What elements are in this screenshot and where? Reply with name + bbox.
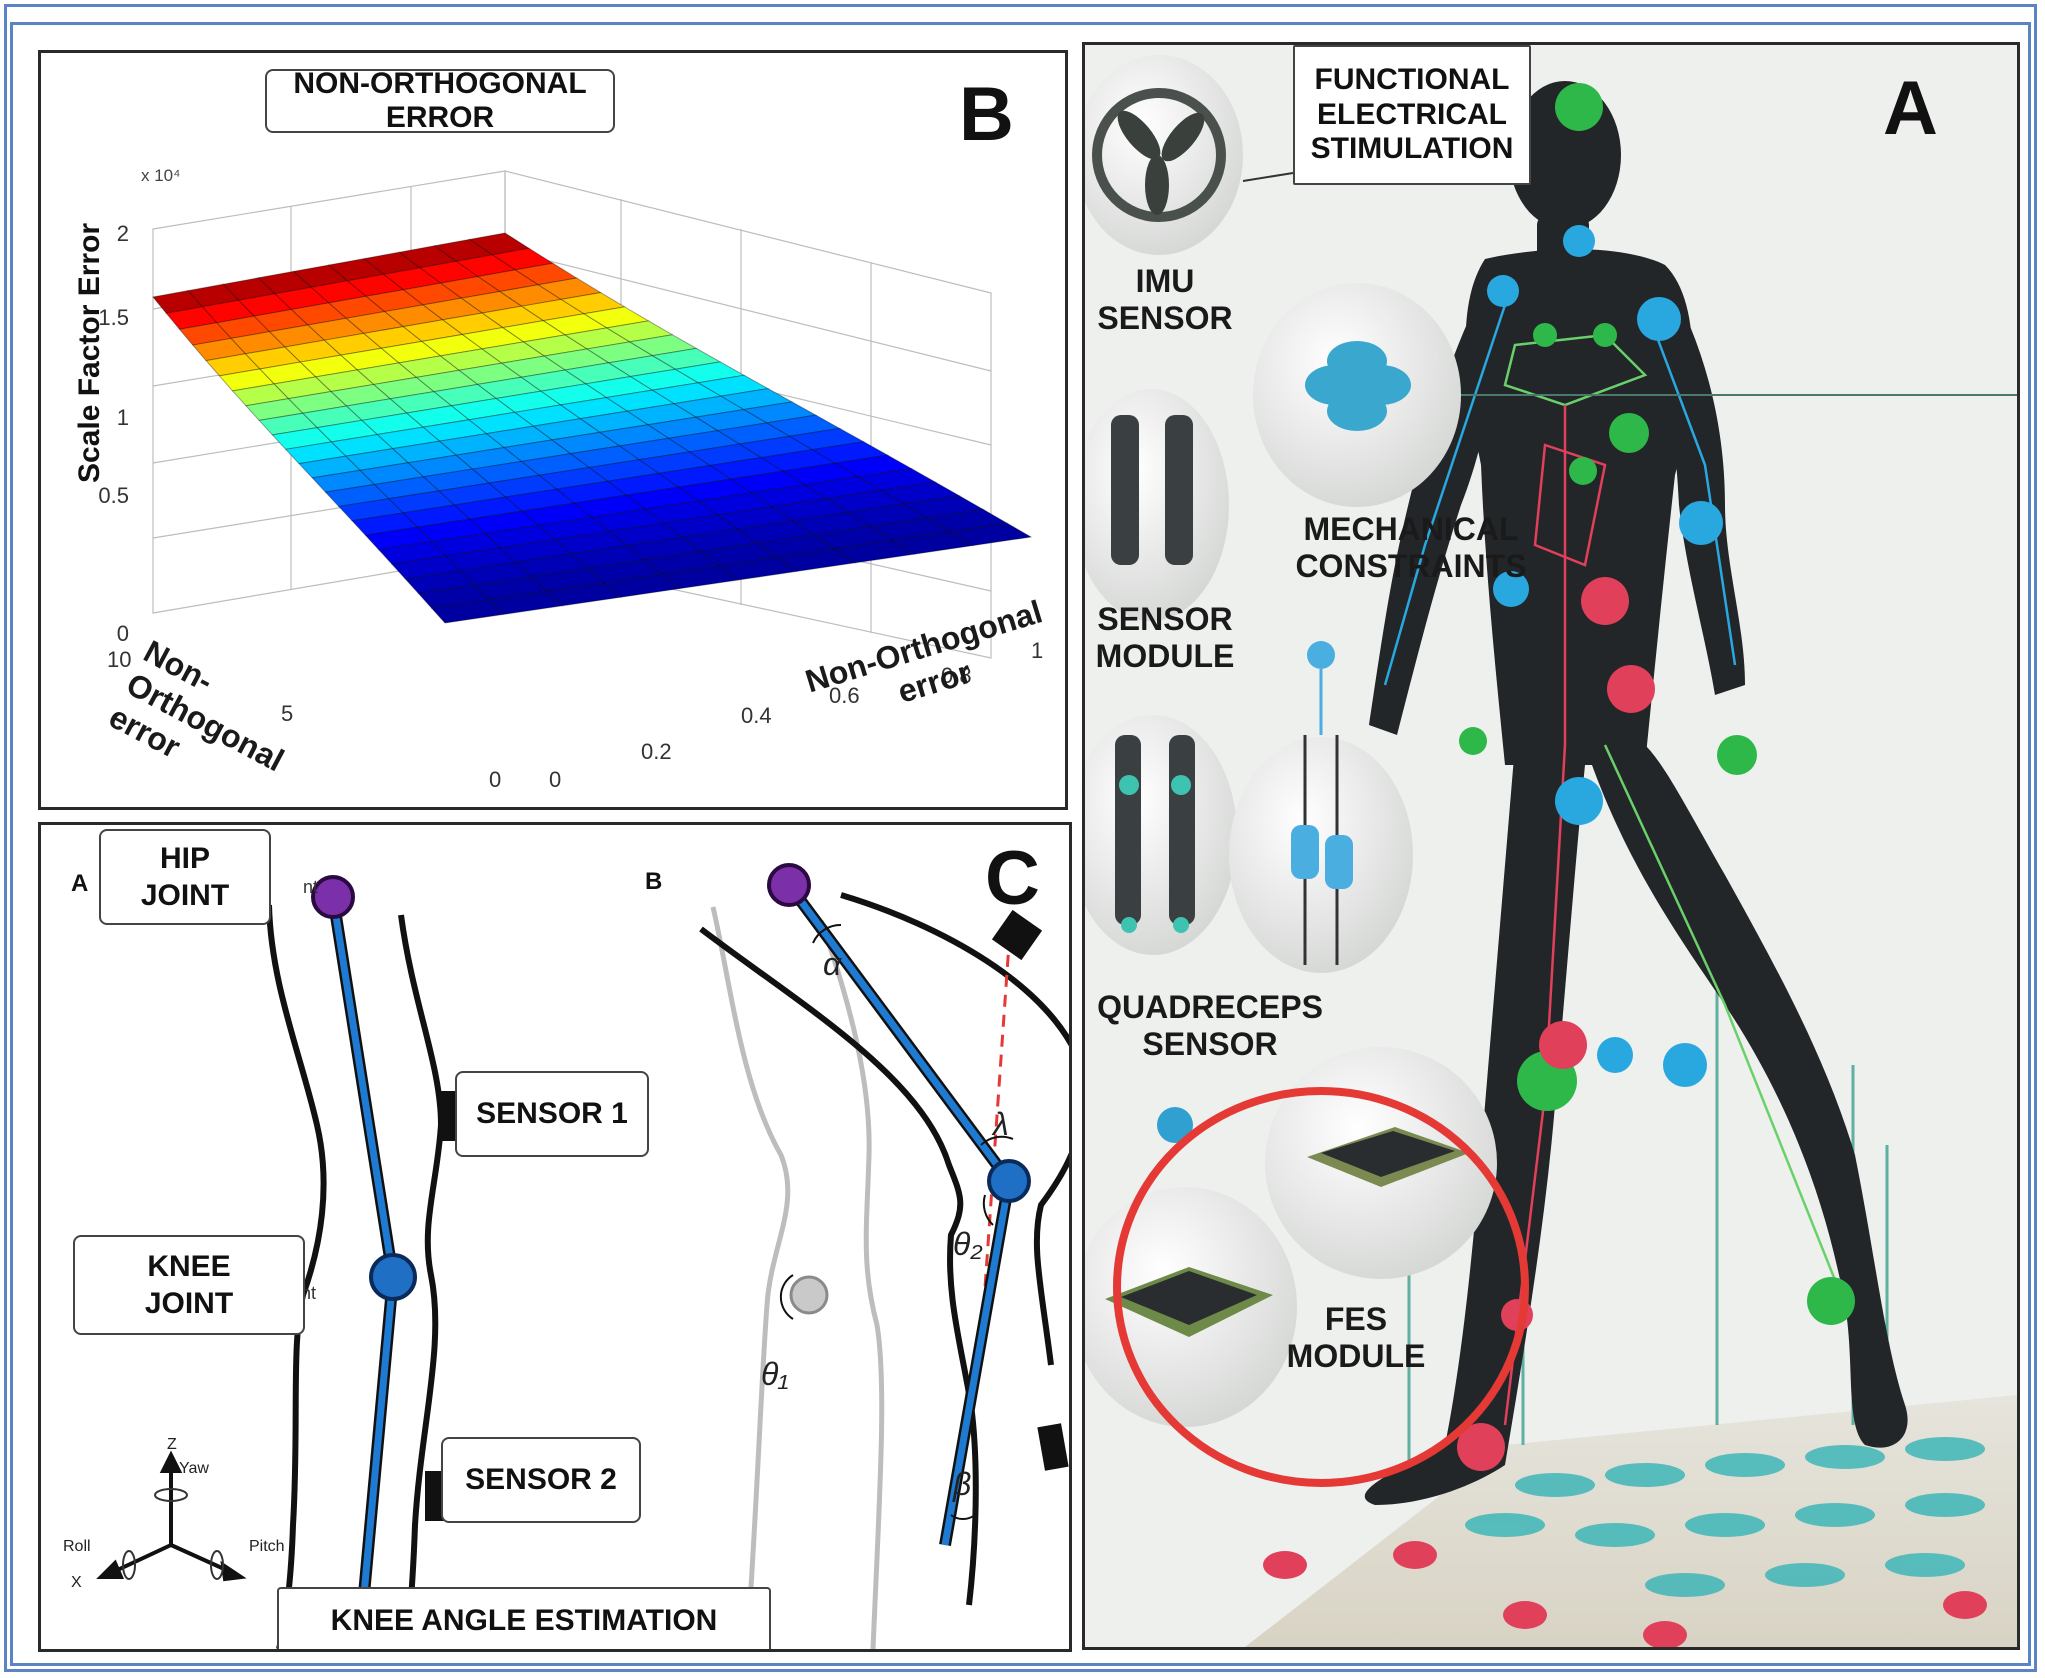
imu-sensor-label: IMU SENSOR <box>1097 263 1233 336</box>
hip-joint-label: HIP JOINT <box>99 829 271 925</box>
panel-letter-a: A <box>1883 66 1938 151</box>
lambda-symbol: λ <box>991 1106 1009 1142</box>
z-tick-2: 2 <box>117 221 129 246</box>
fes-chip-upper <box>1307 1127 1469 1187</box>
z-tick-1.5: 1.5 <box>98 305 129 330</box>
knee-angle-title: KNEE ANGLE ESTIMATION <box>277 1587 771 1649</box>
bent-thigh-segment <box>786 882 1012 1184</box>
left-tick-10: 10 <box>107 647 131 672</box>
hip-joint-marker <box>311 875 355 919</box>
angle-arcs <box>779 923 1014 1520</box>
z-axis-label: Scale Factor Error <box>73 223 106 483</box>
floor-sensor-pads <box>1465 1437 1985 1597</box>
surface-patch <box>948 522 1033 547</box>
panel-letter-b: B <box>959 72 1014 157</box>
fes-title-box: FUNCTIONAL ELECTRICAL STIMULATION <box>1293 45 1531 185</box>
quadriceps-sensor-label: QUADRECEPS SENSOR <box>1097 989 1323 1062</box>
axes-rotation-arcs <box>122 1488 224 1580</box>
bent-hip-marker <box>767 863 811 907</box>
bent-sensor-upper <box>991 909 1043 961</box>
axis-pitch: Pitch <box>249 1538 285 1555</box>
fes-module-label: FES MODULE <box>1286 1301 1426 1374</box>
thigh-segment <box>329 896 397 1278</box>
right-tick-0.6: 0.6 <box>829 683 860 708</box>
sensor1-label: SENSOR 1 <box>455 1071 649 1157</box>
fes-box-connector <box>1242 172 1294 182</box>
axis-x: X <box>71 1574 82 1591</box>
inner-frame <box>10 22 2031 1666</box>
panel-letter-c: C <box>985 836 1040 921</box>
right-tick-0: 0 <box>549 767 561 792</box>
bent-sensor-lower <box>1037 1423 1069 1471</box>
fes-chip-lower <box>1105 1267 1273 1337</box>
panel-b-surface-plot: x 10⁴ 0 0.5 1 1.5 2 10 5 0 0 0.2 0.4 0.6… <box>38 50 1068 810</box>
surface-plot-svg: x 10⁴ 0 0.5 1 1.5 2 10 5 0 0 0.2 0.4 0.6… <box>73 166 1043 792</box>
z-multiplier: x 10⁴ <box>141 166 180 185</box>
theta1-symbol: θ₁ <box>761 1356 788 1392</box>
beta-symbol: β <box>952 1466 971 1502</box>
sensor2-block <box>425 1471 445 1521</box>
figure-nodes <box>1361 83 1855 1471</box>
axis-z: Z <box>167 1436 177 1453</box>
alpha-symbol: α <box>823 946 842 982</box>
left-tick-0: 0 <box>489 767 501 792</box>
z-tick-0: 0 <box>117 621 129 646</box>
reference-leg-outline <box>710 906 885 1649</box>
axes-glyph <box>96 1450 247 1582</box>
sub-label-a: A <box>71 870 88 897</box>
outer-frame <box>4 4 2037 1672</box>
bent-leg-outline <box>699 892 1069 1606</box>
bent-shank-segment <box>941 1180 1013 1546</box>
right-tick-0.4: 0.4 <box>741 703 772 728</box>
reference-knee-marker <box>789 1275 829 1315</box>
panel-a-fes-illustration: FUNCTIONAL ELECTRICAL STIMULATION A IMU … <box>1082 42 2020 1650</box>
knee-joint-label: KNEE JOINT <box>73 1235 305 1335</box>
theta2-symbol: θ₂ <box>953 1226 983 1262</box>
sub-label-b: B <box>645 868 662 895</box>
right-tick-0.2: 0.2 <box>641 739 672 764</box>
sensor-module-label: SENSOR MODULE <box>1095 601 1235 674</box>
left-tick-5: 5 <box>281 701 293 726</box>
plot-title: NON-ORTHOGONAL ERROR <box>265 67 615 134</box>
bent-knee-marker <box>987 1159 1031 1203</box>
fes-illustration-svg <box>1085 55 2017 1647</box>
z-tick-1: 1 <box>117 405 129 430</box>
panel-c-knee-diagram: α λ θ₂ θ₁ β A B nt nt Z <box>38 822 1072 1652</box>
mechanical-constraints-label: MECHANICAL CONSTRAINTS <box>1295 511 1527 584</box>
vertical-reference-line <box>979 914 1013 1346</box>
sensor2-label: SENSOR 2 <box>441 1437 641 1523</box>
right-tick-0.8: 0.8 <box>941 663 972 688</box>
knee-joint-marker <box>369 1253 417 1301</box>
right-tick-1: 1 <box>1031 638 1043 663</box>
z-tick-0.5: 0.5 <box>98 483 129 508</box>
axis-roll: Roll <box>63 1538 91 1555</box>
hip-label-peek: nt <box>303 877 318 897</box>
surface-patches <box>152 232 1033 624</box>
inset-bubbles <box>1085 55 1497 1427</box>
axis-yaw: Yaw <box>179 1460 209 1477</box>
fes-module-highlight <box>1113 1087 1529 1487</box>
floor-red-nodes <box>1263 1541 1987 1647</box>
